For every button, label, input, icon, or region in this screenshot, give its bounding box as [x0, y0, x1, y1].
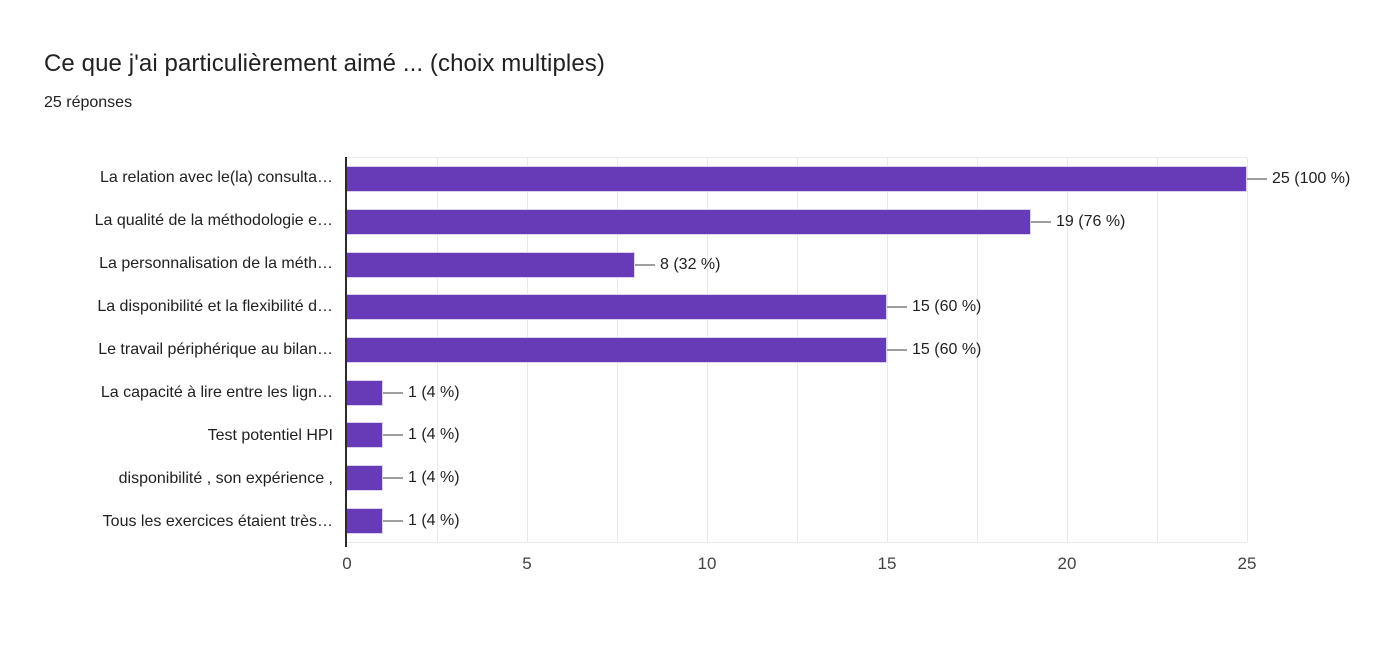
category-label: La disponibilité et la flexibilité d…	[97, 298, 333, 316]
bar-row: 15 (60 %)	[347, 286, 1247, 329]
category-label: La relation avec le(la) consulta…	[99, 169, 333, 187]
bar	[347, 507, 383, 534]
x-tick-label: 10	[697, 554, 717, 573]
bar	[347, 166, 1247, 193]
leader-line	[383, 477, 403, 480]
category-label: Tous les exercices étaient très…	[102, 512, 333, 530]
value-label: 15 (60 %)	[912, 298, 982, 316]
leader-line	[887, 349, 907, 352]
leader-line	[887, 306, 907, 309]
gridline	[977, 158, 978, 542]
bar	[347, 465, 383, 492]
category-axis-labels: La relation avec le(la) consulta… La qua…	[0, 157, 340, 543]
bar	[347, 209, 1031, 235]
bar	[347, 379, 383, 406]
y-axis-baseline	[345, 157, 347, 547]
bar	[347, 294, 887, 321]
value-label: 19 (76 %)	[1056, 213, 1126, 230]
value-label: 8 (32 %)	[660, 255, 721, 273]
leader-line	[383, 519, 403, 522]
chart-title: Ce que j'ai particulièrement aimé ... (c…	[44, 50, 605, 77]
leader-line	[1031, 221, 1051, 223]
bar-row: 19 (76 %)	[347, 201, 1247, 244]
category-label: La capacité à lire entre les lign…	[100, 383, 333, 401]
bar-row: 25 (100 %)	[347, 158, 1350, 201]
x-tick-label: 0	[342, 554, 352, 573]
value-label: 15 (60 %)	[912, 341, 982, 359]
value-label: 1 (4 %)	[408, 469, 460, 487]
value-label: 1 (4 %)	[408, 383, 460, 401]
leader-line	[635, 263, 655, 266]
bar-row: 1 (4 %)	[347, 371, 1247, 414]
x-tick-label: 5	[522, 554, 532, 573]
bar-row: 15 (60 %)	[347, 329, 1247, 372]
bar-row: 1 (4 %)	[347, 457, 1247, 500]
x-axis: 0 5 10 15 20 25	[342, 554, 1256, 578]
leader-line	[383, 434, 403, 437]
bar-row: 1 (4 %)	[347, 499, 1247, 542]
category-label: Test potentiel HPI	[207, 426, 333, 444]
x-tick-label: 20	[1057, 554, 1077, 573]
category-label: Le travail périphérique au bilan…	[98, 341, 333, 358]
leader-line	[1247, 178, 1267, 181]
gridline	[1157, 158, 1158, 542]
category-label: La qualité de la méthodologie e…	[94, 212, 333, 230]
value-label: 25 (100 %)	[1272, 170, 1351, 188]
value-label: 1 (4 %)	[408, 511, 460, 529]
gridline	[1247, 158, 1248, 542]
bar-rows: 25 (100 %) 19 (76 %) 8 (32 %) 15 (60 %)	[347, 158, 1350, 542]
value-label: 1 (4 %)	[408, 426, 460, 444]
x-tick-label: 15	[877, 554, 897, 573]
response-count: 25 réponses	[44, 94, 133, 111]
leader-line	[383, 391, 403, 394]
plot-area: 25 (100 %) 19 (76 %) 8 (32 %) 15 (60 %)	[345, 157, 1350, 547]
bar-row: 1 (4 %)	[347, 414, 1247, 457]
x-tick-label: 25	[1237, 554, 1257, 573]
bar-row: 8 (32 %)	[347, 243, 1247, 286]
category-label: La personnalisation de la méth…	[99, 255, 333, 273]
bar	[347, 337, 887, 364]
bar	[347, 422, 383, 449]
gridline	[1067, 158, 1068, 542]
category-label: disponibilité , son expérience ,	[118, 469, 333, 487]
bar	[347, 251, 635, 278]
